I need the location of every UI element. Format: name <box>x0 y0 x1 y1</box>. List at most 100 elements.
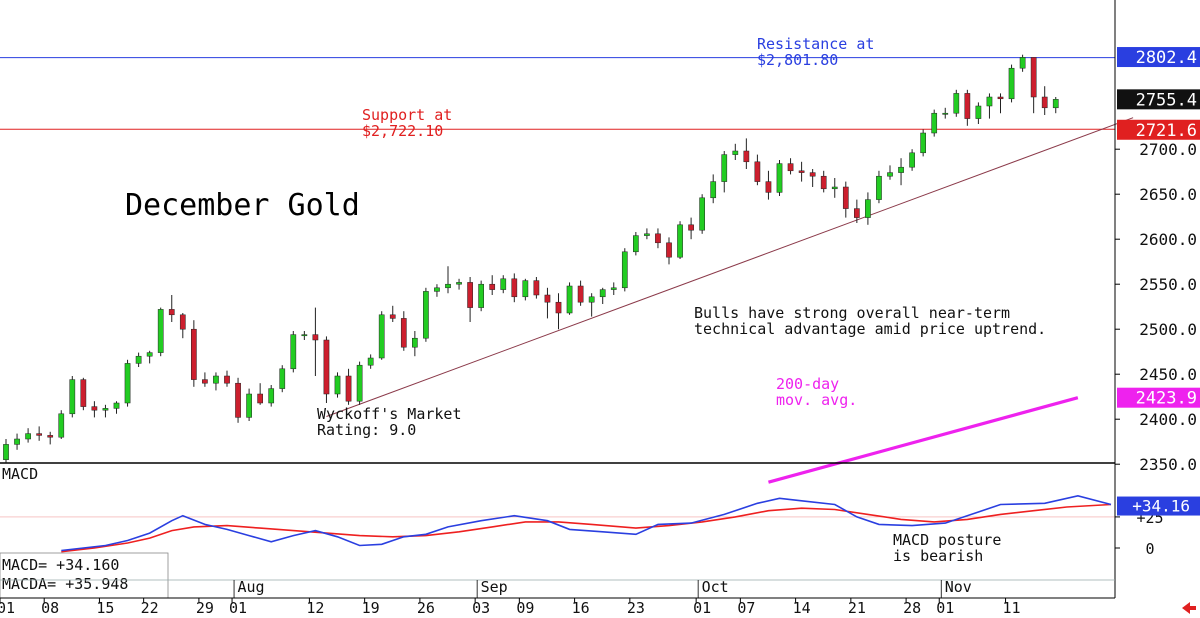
candle <box>798 161 805 182</box>
candle-body <box>36 433 42 436</box>
macd-value: MACD= +34.160 <box>2 556 119 574</box>
x-tick-label: 15 <box>96 599 114 617</box>
candle <box>997 93 1004 114</box>
x-tick-label: 07 <box>737 599 755 617</box>
candle-body <box>135 355 142 364</box>
annotation-macd: MACD posture is bearish <box>893 531 1001 565</box>
macd-panel: MACD posture is bearish MACD MACD= +34.160M… <box>0 465 1115 599</box>
candle <box>854 199 860 223</box>
candle-body <box>102 408 109 411</box>
candle <box>14 433 20 450</box>
candle <box>699 194 705 234</box>
candle-body <box>80 379 87 407</box>
candle-body <box>964 93 971 119</box>
price-tag <box>1117 119 1200 140</box>
candle <box>423 287 429 342</box>
candle-body <box>986 96 993 107</box>
candle-body <box>765 181 772 193</box>
candle <box>865 192 871 225</box>
candle-body <box>820 175 827 190</box>
price-panel: December Gold Resistance at $2,801.80 Suppo… <box>0 35 1134 484</box>
candle-body <box>688 224 694 231</box>
candle-body <box>865 199 871 218</box>
candle <box>555 293 562 330</box>
candle <box>467 277 473 322</box>
candle <box>102 404 109 418</box>
candle <box>80 377 87 411</box>
price-tick-label: 2650.0 <box>1139 185 1197 204</box>
annotation-wyckoff: Wyckoff's Market Rating: 9.0 <box>317 405 462 439</box>
candle-body <box>301 334 308 337</box>
price-tick-label: 2450.0 <box>1139 365 1197 384</box>
candle <box>1052 97 1059 114</box>
candle <box>235 377 241 423</box>
candle-body <box>831 186 838 190</box>
candle-body <box>400 318 407 348</box>
candle-body <box>500 278 507 290</box>
candle <box>91 401 98 418</box>
candle <box>666 237 672 265</box>
candle <box>522 278 529 301</box>
x-tick-label: 29 <box>196 599 214 617</box>
candle <box>986 93 993 119</box>
price-tag-label: 2721.6 <box>1136 121 1197 141</box>
candle <box>842 181 849 218</box>
candle-body <box>909 152 915 168</box>
candle <box>146 350 153 364</box>
candle <box>787 158 794 175</box>
price-tag-label: 2755.4 <box>1136 90 1197 110</box>
candle-body <box>478 283 484 308</box>
x-tick-label: 21 <box>848 599 866 617</box>
annotation-bulls: Bulls have strong overall near-term techn… <box>694 304 1046 338</box>
candle <box>953 89 960 117</box>
candle-body <box>621 251 628 289</box>
ma200-label: 200-day mov. avg. <box>776 375 857 409</box>
candle <box>268 385 275 407</box>
candle-body <box>412 337 418 348</box>
candle <box>113 401 120 414</box>
candle-body <box>732 150 739 155</box>
candle <box>135 352 142 367</box>
x-tick-label: 28 <box>903 599 921 617</box>
candle-body <box>887 172 893 177</box>
candle <box>920 129 926 157</box>
candle <box>69 376 76 418</box>
candle <box>213 372 219 391</box>
candle-body <box>423 291 429 339</box>
candle <box>831 178 838 198</box>
x-tick-label: 14 <box>793 599 811 617</box>
candle-body <box>202 379 208 384</box>
candle <box>202 372 208 387</box>
candle-body <box>544 294 551 303</box>
resistance-label: Resistance at $2,801.80 <box>757 35 874 69</box>
candle-body <box>124 363 131 404</box>
candle-body <box>555 301 562 314</box>
candle <box>3 439 9 463</box>
candle-body <box>1019 57 1026 69</box>
macda-value: MACDA= +35.948 <box>2 575 128 593</box>
candle <box>334 372 341 398</box>
candle-body <box>179 314 186 330</box>
candle <box>1008 64 1015 103</box>
candle <box>500 275 507 294</box>
candle-body <box>633 235 639 253</box>
candle <box>412 331 418 357</box>
candle <box>445 266 451 294</box>
candle-body <box>213 375 219 384</box>
candle-body <box>566 285 573 314</box>
candle-body <box>367 357 374 366</box>
month-label: Oct <box>702 578 729 596</box>
price-tag-label: 2802.4 <box>1136 48 1197 68</box>
candle <box>644 228 650 240</box>
candle <box>909 149 915 171</box>
candle <box>931 109 938 137</box>
price-tag <box>1117 89 1200 110</box>
candle-body <box>842 186 849 209</box>
x-tick-label: 08 <box>41 599 59 617</box>
candle-body <box>434 287 440 292</box>
candle <box>544 287 551 319</box>
candle-body <box>246 393 252 418</box>
candle-body <box>1030 57 1037 98</box>
ma200-line <box>768 396 1079 484</box>
